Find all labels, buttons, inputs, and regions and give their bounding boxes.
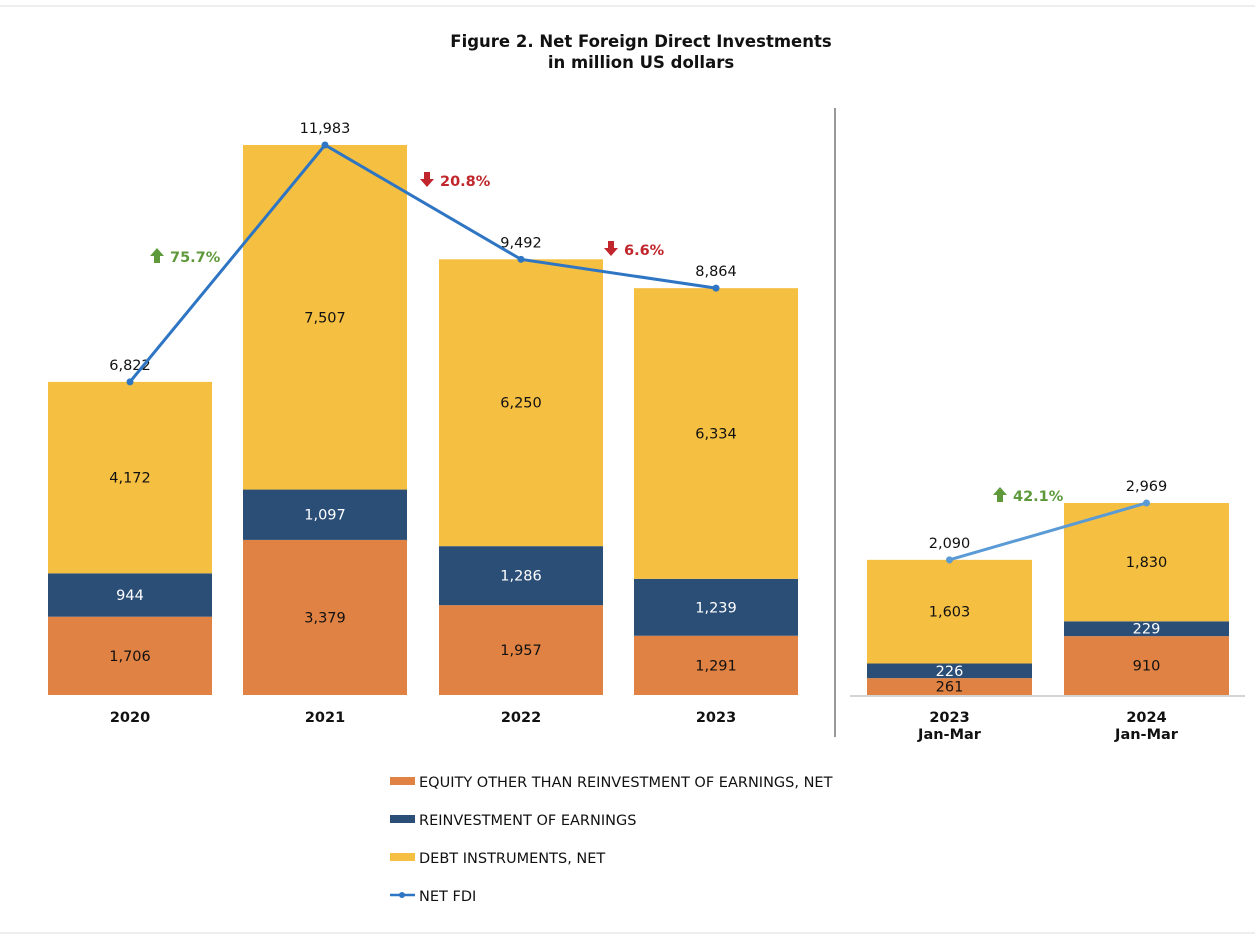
legend-swatch: [390, 853, 415, 861]
value-label: 910: [1133, 659, 1161, 675]
net-fdi-point: [321, 141, 329, 149]
equity-segment: [48, 616, 212, 695]
value-label: 1,957: [500, 643, 542, 659]
value-label: 6,250: [500, 396, 542, 412]
arrow-down-icon: [420, 172, 434, 187]
value-label: 1,291: [695, 658, 737, 674]
net-fdi-label: 2,969: [1126, 479, 1168, 495]
value-label: 4,172: [109, 471, 151, 487]
value-label: 7,507: [304, 310, 346, 326]
value-label: 1,603: [929, 605, 971, 621]
value-label: 6,334: [695, 427, 737, 443]
arrow-up-icon: [993, 487, 1007, 502]
x-tick-label: 2020: [110, 710, 150, 726]
debt-segment: [1064, 503, 1229, 622]
reinvestment-segment: [48, 573, 212, 617]
value-label: 944: [116, 588, 144, 604]
net-fdi-label: 11,983: [300, 121, 351, 137]
legend-label: EQUITY OTHER THAN REINVESTMENT OF EARNIN…: [419, 775, 833, 791]
x-tick-label: Jan-Mar: [917, 727, 982, 743]
legend-swatch: [390, 777, 415, 785]
value-label: 261: [936, 680, 964, 696]
value-label: 229: [1133, 622, 1161, 638]
reinvestment-segment: [634, 578, 798, 636]
x-tick-label: 2024: [1126, 710, 1166, 726]
reinvestment-segment: [439, 546, 603, 606]
arrow-down-icon: [604, 241, 618, 256]
net-fdi-label: 2,090: [929, 536, 971, 552]
net-fdi-line: [128, 143, 717, 383]
value-label: 3,379: [304, 610, 346, 626]
reinvestment-segment: [1064, 621, 1229, 637]
change-annotation: 20.8%: [440, 174, 491, 190]
equity-segment: [634, 635, 798, 695]
reinvestment-segment: [867, 663, 1032, 679]
value-label: 226: [936, 664, 964, 680]
value-label: 1,097: [304, 508, 346, 524]
debt-segment: [634, 288, 798, 579]
legend-label: NET FDI: [419, 889, 476, 905]
change-annotation: 6.6%: [624, 243, 665, 259]
debt-segment: [439, 259, 603, 547]
net-fdi-point: [126, 378, 134, 386]
debt-segment: [867, 559, 1032, 664]
value-label: 1,286: [500, 569, 542, 585]
net-fdi-label: 9,492: [500, 235, 542, 251]
net-fdi-point: [712, 284, 720, 292]
net-fdi-point: [946, 556, 953, 564]
arrow-up-icon: [150, 248, 164, 263]
legend-swatch: [390, 815, 415, 823]
legend-label: DEBT INSTRUMENTS, NET: [419, 851, 605, 867]
debt-segment: [48, 381, 212, 574]
value-label: 1,239: [695, 600, 737, 616]
x-tick-label: 2022: [501, 710, 541, 726]
legend-label: REINVESTMENT OF EARNINGS: [419, 813, 636, 829]
net-fdi-point: [1143, 499, 1150, 507]
debt-segment: [243, 145, 407, 490]
x-tick-label: 2023: [929, 710, 969, 726]
chart-title: Figure 2. Net Foreign Direct Investments: [450, 32, 832, 51]
equity-segment: [1064, 636, 1229, 695]
equity-segment: [243, 539, 407, 695]
legend: EQUITY OTHER THAN REINVESTMENT OF EARNIN…: [390, 775, 833, 905]
value-label: 1,706: [109, 649, 151, 665]
net-fdi-label: 8,864: [695, 264, 737, 280]
x-tick-label: 2023: [696, 710, 736, 726]
equity-segment: [867, 678, 1032, 695]
equity-segment: [439, 605, 603, 695]
change-annotation: 42.1%: [1013, 489, 1064, 505]
x-tick-label: 2021: [305, 710, 345, 726]
change-annotation: 75.7%: [170, 250, 221, 266]
legend-marker: [399, 892, 405, 898]
x-tick-label: Jan-Mar: [1114, 727, 1179, 743]
chart-subtitle: in million US dollars: [548, 53, 735, 72]
value-label: 1,830: [1126, 555, 1168, 571]
net-fdi-point: [517, 255, 525, 263]
reinvestment-segment: [243, 489, 407, 540]
net-fdi-line: [949, 501, 1147, 562]
